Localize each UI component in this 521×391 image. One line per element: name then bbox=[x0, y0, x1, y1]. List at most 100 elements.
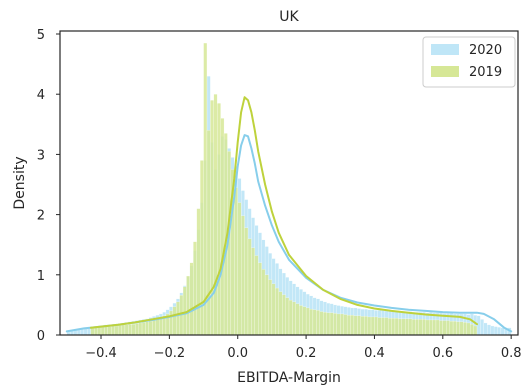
hist-bar-2019-78 bbox=[357, 315, 361, 335]
hist-bar-2019-48 bbox=[254, 255, 259, 335]
hist-bar-2020-125 bbox=[493, 326, 498, 335]
hist-bar-2019-56 bbox=[282, 294, 286, 335]
hist-bar-2019-9 bbox=[121, 324, 126, 335]
x-tick-label: 0.4 bbox=[364, 346, 385, 361]
hist-bar-2019-11 bbox=[128, 324, 132, 335]
hist-bar-2019-98 bbox=[425, 319, 430, 335]
y-axis-label: Density bbox=[12, 156, 28, 209]
hist-bar-2019-27 bbox=[182, 286, 187, 335]
hist-bar-2019-96 bbox=[418, 319, 423, 335]
histogram-2020 bbox=[66, 76, 512, 335]
hist-bar-2019-15 bbox=[141, 322, 146, 335]
hist-bar-2019-45 bbox=[244, 227, 249, 335]
x-tick-label: −0.2 bbox=[154, 346, 186, 361]
hist-bar-2019-103 bbox=[442, 320, 447, 335]
legend-label-2019: 2019 bbox=[469, 65, 502, 80]
hist-bar-2019-8 bbox=[117, 325, 122, 335]
histogram-2019 bbox=[90, 42, 478, 335]
hist-bar-2019-109 bbox=[463, 322, 467, 335]
hist-bar-2019-108 bbox=[459, 321, 464, 335]
axes: −0.4 −0.2 0.0 0.2 0.4 0.6 0.8 0 1 2 3 4 5 bbox=[37, 28, 521, 361]
hist-bar-2019-20 bbox=[158, 317, 163, 335]
y-tick-label: 3 bbox=[37, 148, 45, 163]
hist-bar-2019-10 bbox=[124, 324, 129, 335]
hist-bar-2019-38 bbox=[220, 118, 225, 335]
hist-bar-2019-90 bbox=[398, 318, 402, 335]
y-tick-label: 1 bbox=[37, 269, 45, 284]
hist-bar-2019-68 bbox=[323, 311, 327, 335]
hist-bar-2019-61 bbox=[299, 305, 303, 335]
hist-bar-2019-58 bbox=[288, 299, 293, 335]
hist-bar-2019-5 bbox=[107, 326, 112, 335]
x-axis-label: EBITDA-Margin bbox=[237, 370, 341, 386]
hist-bar-2019-46 bbox=[247, 238, 252, 335]
hist-bar-2019-83 bbox=[374, 316, 378, 335]
hist-bar-2019-23 bbox=[169, 310, 173, 335]
hist-bar-2019-47 bbox=[251, 247, 255, 335]
y-tick-label: 4 bbox=[37, 88, 45, 103]
x-tick-label: 0.2 bbox=[296, 346, 317, 361]
hist-bar-2019-82 bbox=[370, 316, 375, 335]
hist-bar-2019-94 bbox=[411, 319, 416, 335]
hist-bar-2019-55 bbox=[278, 291, 283, 335]
hist-bar-2019-66 bbox=[316, 310, 320, 335]
hist-bar-2019-53 bbox=[271, 283, 276, 335]
plot-area bbox=[65, 42, 513, 335]
y-tick-label: 5 bbox=[37, 28, 45, 43]
hist-bar-2019-54 bbox=[275, 287, 279, 335]
hist-bar-2019-102 bbox=[439, 320, 443, 335]
legend-label-2020: 2020 bbox=[469, 43, 502, 58]
x-tick-label: 0.6 bbox=[432, 346, 453, 361]
hist-bar-2019-67 bbox=[319, 311, 324, 335]
hist-bar-2019-6 bbox=[111, 325, 115, 335]
hist-bar-2019-95 bbox=[415, 319, 420, 335]
hist-bar-2019-107 bbox=[456, 321, 461, 335]
hist-bar-2019-25 bbox=[176, 301, 180, 335]
kde-line-2019 bbox=[89, 96, 478, 329]
hist-bar-2019-37 bbox=[217, 103, 221, 335]
hist-bar-2019-112 bbox=[473, 325, 478, 335]
hist-bar-2019-3 bbox=[100, 327, 105, 335]
hist-bar-2019-32 bbox=[200, 160, 204, 335]
hist-bar-2019-77 bbox=[353, 315, 358, 335]
plot-frame bbox=[59, 30, 519, 336]
hist-bar-2019-84 bbox=[377, 317, 382, 335]
hist-bar-2019-59 bbox=[292, 301, 296, 335]
hist-bar-2019-92 bbox=[405, 318, 409, 335]
hist-bar-2019-97 bbox=[422, 319, 426, 335]
hist-bar-2019-72 bbox=[336, 313, 341, 335]
hist-bar-2019-44 bbox=[241, 215, 245, 335]
hist-bar-2019-93 bbox=[408, 318, 413, 335]
x-tick-label: 0.8 bbox=[501, 346, 521, 361]
hist-bar-2019-31 bbox=[196, 208, 201, 335]
hist-bar-2020-5 bbox=[83, 328, 88, 335]
hist-bar-2019-12 bbox=[131, 324, 136, 335]
hist-bar-2019-75 bbox=[346, 315, 351, 335]
hist-bar-2019-33 bbox=[203, 42, 208, 335]
hist-bar-2019-30 bbox=[193, 241, 197, 335]
hist-bar-2020-124 bbox=[490, 325, 495, 335]
hist-bar-2019-2 bbox=[97, 327, 102, 335]
chart-title: UK bbox=[279, 9, 299, 25]
hist-bar-2020-126 bbox=[497, 327, 502, 335]
hist-bar-2019-4 bbox=[104, 326, 108, 335]
hist-bar-2019-104 bbox=[446, 320, 450, 335]
hist-bar-2019-24 bbox=[172, 306, 177, 335]
hist-bar-2020-127 bbox=[500, 327, 505, 335]
hist-bar-2019-1 bbox=[94, 327, 98, 335]
hist-bar-2019-13 bbox=[135, 323, 139, 335]
hist-bar-2019-52 bbox=[268, 279, 273, 335]
hist-bar-2019-65 bbox=[312, 309, 317, 335]
hist-bar-2019-99 bbox=[429, 319, 433, 335]
hist-bar-2019-7 bbox=[114, 325, 119, 335]
legend: 2020 2019 bbox=[422, 36, 516, 88]
hist-bar-2019-28 bbox=[186, 275, 191, 335]
hist-bar-2019-14 bbox=[138, 322, 143, 335]
y-tick-label: 0 bbox=[37, 329, 45, 344]
hist-bar-2020-122 bbox=[483, 322, 488, 335]
hist-bar-2019-0 bbox=[90, 327, 95, 335]
hist-bar-2019-111 bbox=[470, 324, 474, 335]
hist-bar-2019-42 bbox=[234, 187, 238, 335]
